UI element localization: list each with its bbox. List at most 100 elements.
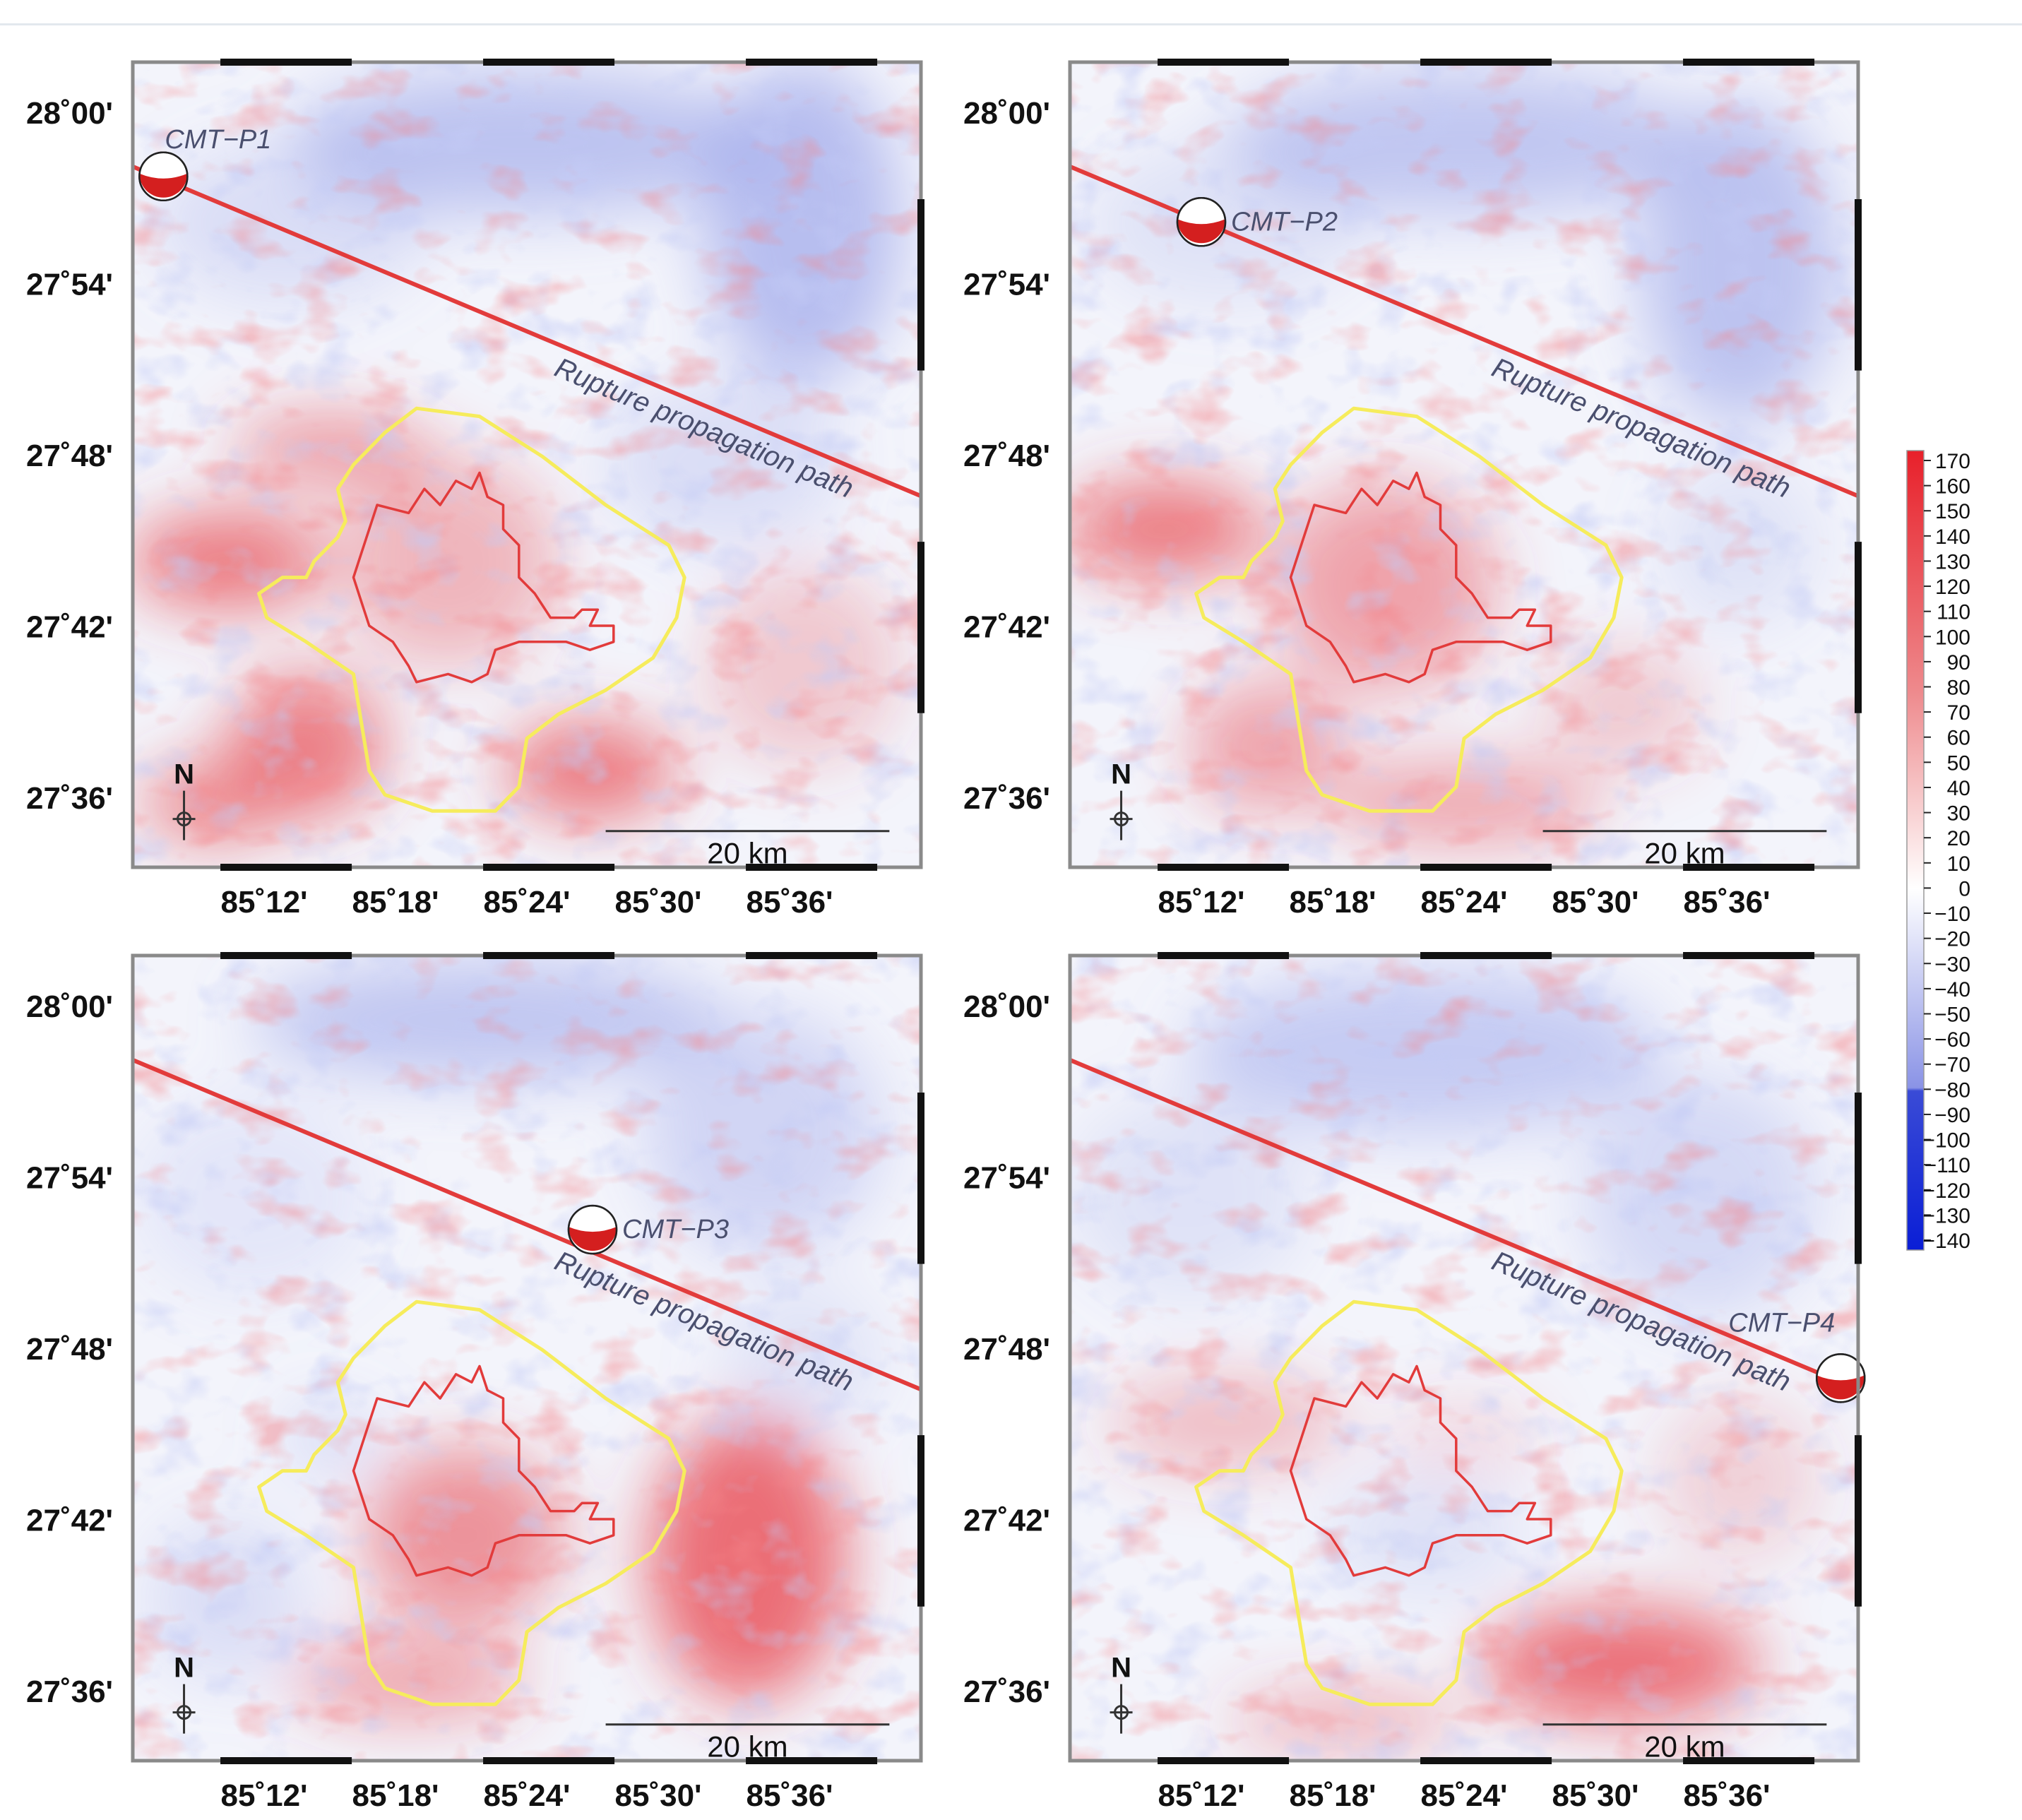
colorbar-label: 20 — [1947, 827, 1970, 850]
velocity-field: Rupture propagation path — [133, 956, 921, 1761]
colorbar-label: 100 — [1935, 626, 1970, 649]
texture-positive — [133, 62, 921, 867]
velocity-field: Rupture propagation path — [1070, 62, 1858, 867]
valley-outer-outline — [1194, 406, 1624, 813]
lat-tick-label: 27˚48' — [963, 1332, 1050, 1367]
colorbar-label: 60 — [1947, 727, 1970, 750]
lon-tick-label: 85˚30' — [1552, 885, 1639, 920]
colorbar-label: 140 — [1935, 525, 1970, 549]
colorbar-label: 0 — [1958, 877, 1970, 900]
lon-tick-label: 85˚12' — [1158, 1778, 1245, 1813]
colorbar-label: −130 — [1922, 1204, 1970, 1227]
lat-tick-label: 27˚36' — [26, 781, 113, 816]
lon-tick-label: 85˚30' — [615, 1778, 702, 1813]
lon-tick-label: 85˚24' — [1421, 885, 1508, 920]
lon-tick-label: 85˚36' — [1684, 1778, 1771, 1813]
lat-tick-label: 27˚54' — [963, 1160, 1050, 1195]
colorbar-label: −40 — [1934, 978, 1970, 1001]
colorbar-label: 30 — [1947, 802, 1970, 826]
colorbar-label: −140 — [1922, 1230, 1970, 1253]
lat-tick-label: 27˚42' — [26, 609, 113, 644]
lon-tick-label: 85˚18' — [1290, 885, 1376, 920]
lat-tick-label: 28˚00' — [963, 989, 1050, 1024]
colorbar-label: −30 — [1934, 953, 1970, 976]
texture-positive — [1070, 62, 1858, 867]
colorbar-label: 90 — [1947, 651, 1970, 674]
colorbar-label: −50 — [1934, 1003, 1970, 1026]
colorbar-label: 130 — [1935, 550, 1970, 573]
lon-tick-label: 85˚24' — [484, 885, 571, 920]
valley-outer-outline — [257, 1299, 686, 1706]
lat-tick-label: 27˚48' — [26, 1332, 113, 1367]
colorbar-label: 50 — [1947, 751, 1970, 775]
cmt-label: CMT−P3 — [622, 1215, 729, 1244]
lon-tick-label: 85˚18' — [1290, 1778, 1376, 1813]
rupture-line — [133, 1057, 921, 1392]
colorbar-label: 110 — [1937, 601, 1970, 624]
colorbar-label: −100 — [1922, 1129, 1970, 1153]
lat-tick-label: 27˚42' — [963, 609, 1050, 644]
rupture-line — [1070, 1057, 1858, 1392]
colorbar-label: 80 — [1947, 677, 1970, 700]
lon-tick-label: 85˚24' — [1421, 1778, 1508, 1813]
north-arrow: N — [1110, 759, 1133, 840]
texture-positive — [133, 956, 921, 1761]
lon-tick-label: 85˚30' — [1552, 1778, 1639, 1813]
lat-tick-label: 28˚00' — [26, 989, 113, 1024]
colorbar: 1701601501401301201101009080706050403020… — [1906, 450, 1970, 1253]
colorbar-label: −60 — [1934, 1028, 1970, 1052]
lat-tick-label: 27˚36' — [963, 1675, 1050, 1709]
lat-tick-label: 27˚54' — [26, 267, 113, 302]
valley-outer-outline — [257, 406, 686, 813]
frame-ticks — [1158, 952, 1862, 1764]
colorbar-label: −70 — [1934, 1054, 1970, 1077]
lon-tick-label: 85˚18' — [352, 885, 439, 920]
colorbar-label: −80 — [1934, 1078, 1970, 1102]
frame-ticks — [1158, 59, 1862, 871]
cmt-label: CMT−P1 — [165, 125, 271, 155]
lon-tick-label: 85˚36' — [1684, 885, 1771, 920]
lon-tick-label: 85˚12' — [1158, 885, 1245, 920]
colorbar-label: 40 — [1947, 777, 1970, 800]
valley-outer-outline — [1194, 1299, 1624, 1706]
lon-tick-label: 85˚24' — [484, 1778, 571, 1813]
cmt-label: CMT−P4 — [1728, 1308, 1835, 1338]
lat-tick-label: 27˚42' — [963, 1503, 1050, 1538]
north-label: N — [1111, 1653, 1131, 1684]
urban-inner-outline — [352, 471, 615, 684]
lon-tick-label: 85˚36' — [747, 885, 833, 920]
lon-tick-label: 85˚12' — [221, 885, 308, 920]
cmt-beachball — [1176, 197, 1227, 247]
velocity-field: Rupture propagation path — [1070, 956, 1858, 1761]
north-arrow: N — [1110, 1653, 1133, 1734]
north-label: N — [174, 1653, 194, 1684]
frame-ticks — [220, 59, 924, 871]
cmt-beachball — [1816, 1353, 1866, 1403]
lon-tick-label: 85˚30' — [615, 885, 702, 920]
rupture-line — [133, 164, 921, 499]
north-label: N — [1111, 759, 1131, 790]
urban-inner-outline — [1289, 1364, 1552, 1577]
cmt-beachball — [138, 151, 189, 202]
lat-tick-label: 27˚54' — [963, 267, 1050, 302]
colorbar-label: −10 — [1934, 903, 1970, 926]
lat-tick-label: 28˚00' — [963, 96, 1050, 131]
colorbar-label: −120 — [1922, 1179, 1970, 1203]
cmt-beachball — [567, 1204, 618, 1255]
lat-tick-label: 27˚36' — [963, 781, 1050, 816]
north-arrow: N — [172, 1653, 196, 1734]
lat-tick-label: 27˚48' — [963, 439, 1050, 473]
colorbar-label: 10 — [1947, 852, 1970, 876]
lon-tick-label: 85˚12' — [221, 1778, 308, 1813]
lat-tick-label: 27˚36' — [26, 1675, 113, 1709]
colorbar-label: 160 — [1935, 475, 1970, 499]
north-label: N — [174, 759, 194, 790]
lat-tick-label: 28˚00' — [26, 96, 113, 131]
colorbar-label: 120 — [1935, 576, 1970, 599]
lon-tick-label: 85˚18' — [352, 1778, 439, 1813]
